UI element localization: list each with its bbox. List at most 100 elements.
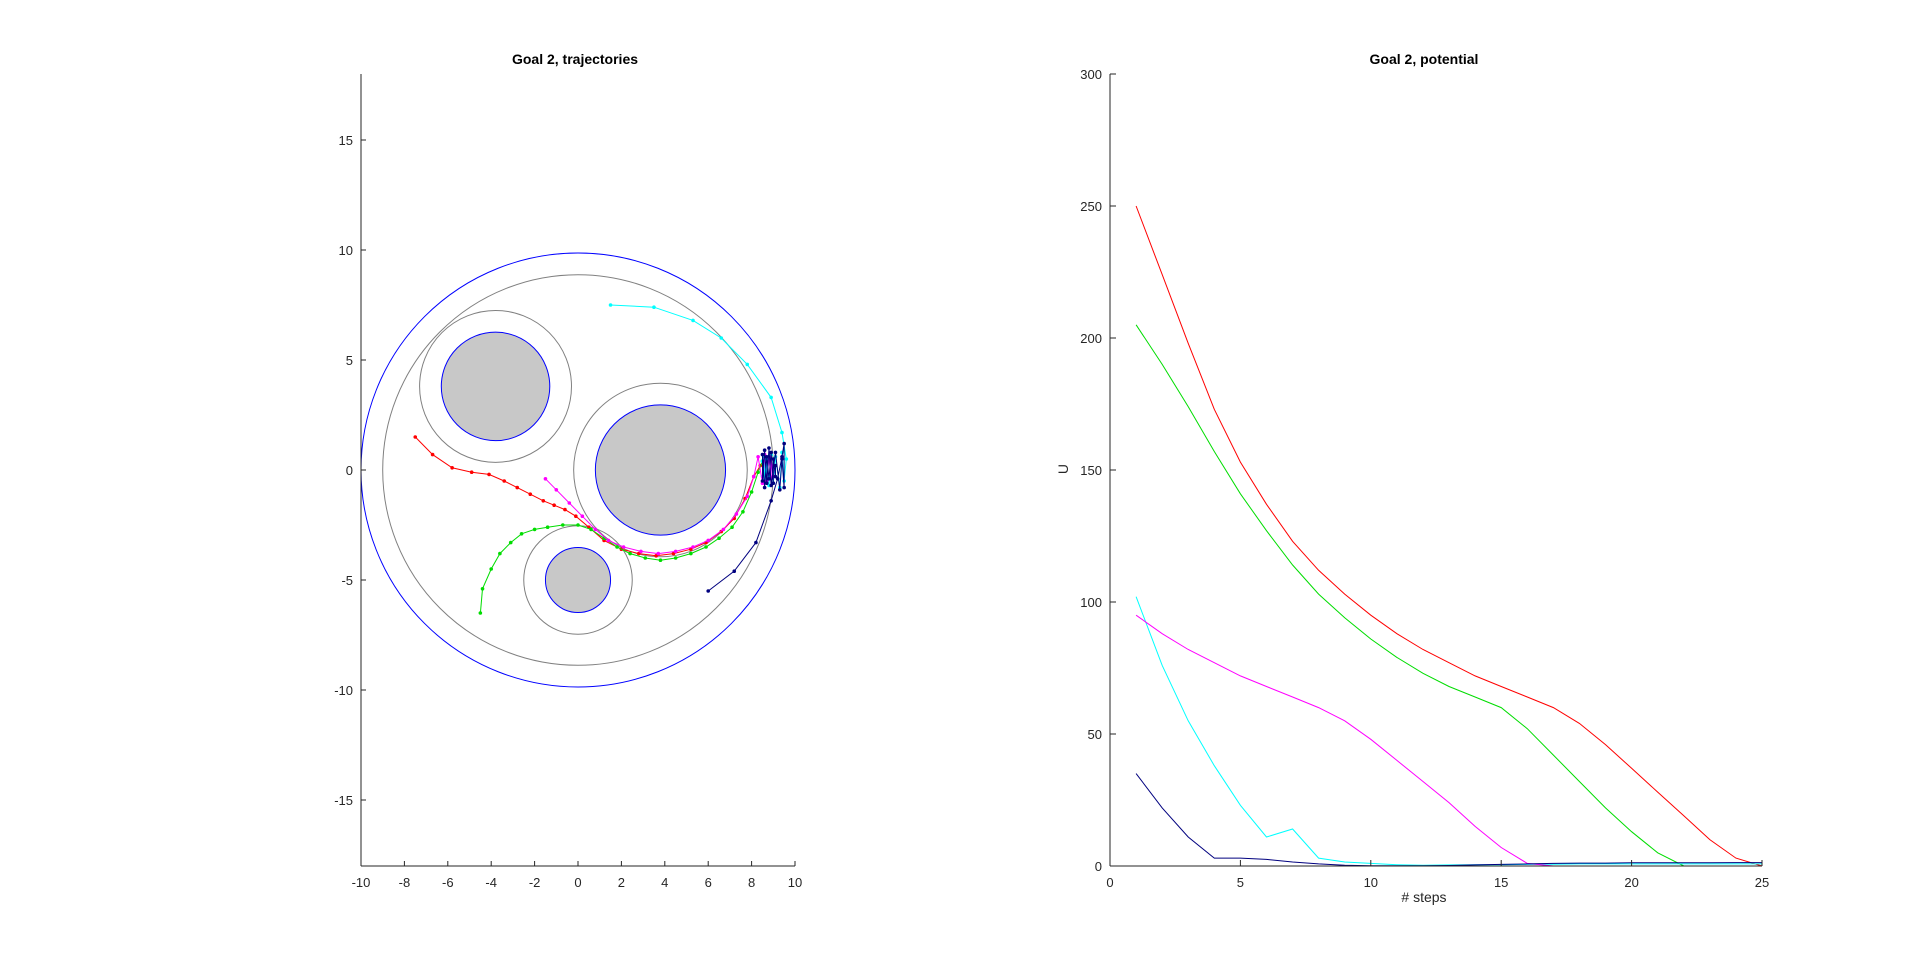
trajectory-point: [764, 455, 769, 459]
trajectory-point: [773, 463, 778, 468]
trajectory-point: [615, 545, 619, 549]
trajectory-point: [775, 477, 780, 481]
trajectory-point: [658, 558, 663, 562]
trajectory-point: [751, 474, 756, 479]
trajectory-point: [469, 470, 474, 475]
trajectory-point: [450, 466, 454, 470]
trajectory-point: [567, 501, 572, 505]
potential-line-2: [1135, 324, 1762, 867]
trajectory-point: [519, 532, 524, 536]
trajectory-point: [745, 494, 750, 499]
trajectory-point: [784, 457, 789, 461]
trajectory-point: [541, 499, 546, 503]
trajectory-point: [498, 551, 502, 556]
y-tick-label: -15: [334, 793, 353, 808]
y-tick-label: 5: [346, 353, 353, 368]
x-tick-label: 5: [1237, 875, 1244, 890]
trajectory-series: [413, 303, 789, 615]
trajectory-point: [480, 587, 485, 591]
x-tick-label: -4: [485, 875, 497, 890]
potential-title: Goal 2, potential: [1370, 51, 1479, 67]
trajectory-point: [782, 485, 786, 490]
y-tick-label: 50: [1088, 727, 1102, 742]
trajectory-series-2: [478, 459, 765, 615]
trajectory-point: [593, 527, 598, 532]
trajectory-point: [654, 554, 658, 558]
trajectory-point: [628, 551, 632, 556]
x-tick-label: 8: [748, 875, 755, 890]
trajectory-point: [689, 551, 693, 556]
trajectory-point: [773, 450, 778, 455]
trajectory-point: [636, 551, 641, 556]
trajectory-point: [532, 527, 537, 532]
trajectory-point: [487, 472, 491, 477]
potential-plot: Goal 2, potential # steps U 0 5 10 15 20 2505…: [1055, 51, 1769, 905]
trajectories-plot: Goal 2, trajectories -10 -8 -6 -4 -2 0 2 4 6 8 10-…: [334, 51, 802, 890]
y-tick-label: 200: [1080, 331, 1102, 346]
x-tick-label: 2: [618, 875, 625, 890]
trajectory-point: [621, 545, 626, 549]
y-tick-label: 300: [1080, 67, 1102, 82]
trajectory-point: [508, 540, 513, 545]
x-tick-label: -10: [352, 875, 371, 890]
x-tick-label: -2: [529, 875, 541, 890]
trajectory-point: [769, 499, 773, 503]
trajectory-point: [545, 525, 550, 529]
trajectory-point: [673, 556, 678, 560]
trajectory-point: [719, 336, 724, 340]
obstacle: [440, 331, 551, 442]
trajectory-point: [608, 303, 613, 307]
x-tick-label: 25: [1755, 875, 1769, 890]
trajectory-point: [552, 503, 556, 508]
trajectory-point: [760, 479, 765, 483]
trajectory-point: [769, 450, 773, 455]
trajectories-axes: -10 -8 -6 -4 -2 0 2 4 6 8 10 -15 -10 -5 0 5 10 15: [334, 74, 802, 890]
trajectory-point: [756, 470, 760, 475]
y-tick-label: 250: [1080, 199, 1102, 214]
trajectory-point: [554, 488, 559, 492]
x-tick-label: -8: [399, 875, 411, 890]
trajectory-point: [673, 549, 678, 554]
trajectory-point: [778, 488, 782, 492]
x-tick-label: 0: [574, 875, 581, 890]
trajectory-point: [502, 479, 507, 483]
trajectory-point: [760, 452, 765, 457]
trajectory-point: [706, 538, 710, 543]
trajectory-point: [528, 492, 533, 497]
trajectory-point: [780, 430, 784, 435]
trajectory-point: [771, 481, 776, 486]
x-tick-label: 4: [661, 875, 668, 890]
trajectory-point: [780, 457, 784, 461]
obstacle: [544, 546, 612, 614]
trajectory-point: [767, 446, 771, 450]
trajectory-point: [561, 523, 565, 527]
trajectory-point: [580, 514, 585, 518]
trajectory-point: [721, 527, 726, 532]
y-tick-label: -5: [341, 573, 353, 588]
y-tick-label: 0: [1095, 859, 1102, 874]
x-tick-label: -6: [442, 875, 454, 890]
trajectory-point: [574, 514, 578, 518]
trajectory-point: [769, 483, 773, 488]
trajectory-point: [717, 536, 721, 540]
trajectory-point: [478, 611, 483, 615]
obstacle-margin: [573, 382, 748, 558]
trajectory-point: [762, 485, 767, 490]
trajectory-point: [691, 545, 695, 549]
trajectory-point: [589, 527, 593, 532]
potential-x-axis-label: # steps: [1401, 889, 1446, 905]
trajectory-point: [767, 477, 771, 481]
y-tick-label: 0: [346, 463, 353, 478]
trajectory-point: [413, 435, 418, 439]
x-tick-label: 6: [705, 875, 712, 890]
trajectory-point: [689, 547, 693, 551]
trajectory-point: [643, 556, 648, 560]
trajectory-point: [706, 589, 710, 593]
trajectory-point: [762, 448, 767, 453]
trajectory-point: [563, 507, 567, 512]
trajectory-point: [543, 477, 548, 481]
trajectory-point: [730, 525, 734, 529]
workspace-and-obstacles: [360, 252, 796, 688]
